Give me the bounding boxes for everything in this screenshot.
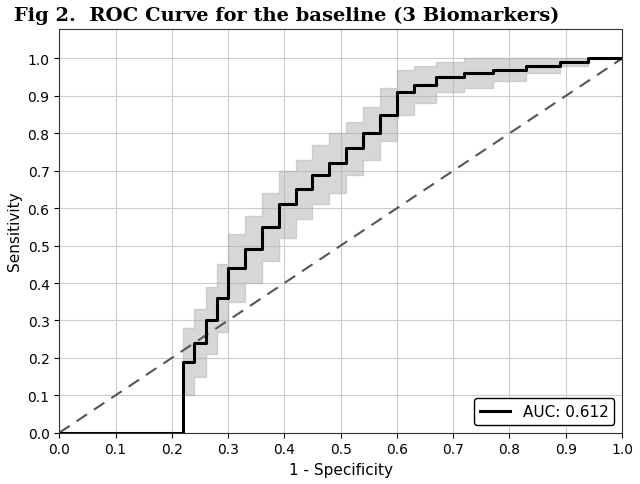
AUC: 0.612: (0.67, 0.95): 0.612: (0.67, 0.95)	[433, 75, 440, 81]
AUC: 0.612: (0.45, 0.69): 0.612: (0.45, 0.69)	[308, 172, 316, 178]
AUC: 0.612: (0.6, 0.85): 0.612: (0.6, 0.85)	[393, 112, 401, 118]
AUC: 0.612: (0.3, 0.44): 0.612: (0.3, 0.44)	[224, 266, 232, 272]
AUC: 0.612: (0.48, 0.69): 0.612: (0.48, 0.69)	[326, 172, 333, 178]
AUC: 0.612: (0.36, 0.49): 0.612: (0.36, 0.49)	[258, 247, 266, 253]
AUC: 0.612: (0.89, 0.99): 0.612: (0.89, 0.99)	[556, 60, 564, 66]
AUC: 0.612: (0.72, 0.95): 0.612: (0.72, 0.95)	[461, 75, 468, 81]
AUC: 0.612: (0.26, 0.3): 0.612: (0.26, 0.3)	[202, 318, 209, 324]
AUC: 0.612: (0.67, 0.93): 0.612: (0.67, 0.93)	[433, 83, 440, 89]
AUC: 0.612: (0.54, 0.76): 0.612: (0.54, 0.76)	[359, 146, 367, 152]
AUC: 0.612: (0.36, 0.55): 0.612: (0.36, 0.55)	[258, 225, 266, 230]
AUC: 0.612: (0.42, 0.61): 0.612: (0.42, 0.61)	[292, 202, 300, 208]
AUC: 0.612: (0.22, 0.19): 0.612: (0.22, 0.19)	[179, 359, 187, 365]
AUC: 0.612: (0.48, 0.72): 0.612: (0.48, 0.72)	[326, 161, 333, 167]
AUC: 0.612: (1, 1): 0.612: (1, 1)	[618, 57, 626, 62]
Line: AUC: 0.612: AUC: 0.612	[60, 60, 622, 433]
AUC: 0.612: (0.42, 0.65): 0.612: (0.42, 0.65)	[292, 187, 300, 193]
Text: Fig 2.  ROC Curve for the baseline (3 Biomarkers): Fig 2. ROC Curve for the baseline (3 Bio…	[14, 7, 559, 25]
AUC: 0.612: (0.33, 0.44): 0.612: (0.33, 0.44)	[241, 266, 249, 272]
AUC: 0.612: (0.63, 0.91): 0.612: (0.63, 0.91)	[410, 90, 418, 96]
AUC: 0.612: (0.6, 0.91): 0.612: (0.6, 0.91)	[393, 90, 401, 96]
AUC: 0.612: (0.94, 1): 0.612: (0.94, 1)	[584, 57, 592, 62]
AUC: 0.612: (0.63, 0.93): 0.612: (0.63, 0.93)	[410, 83, 418, 89]
AUC: 0.612: (0.24, 0.24): 0.612: (0.24, 0.24)	[191, 340, 198, 346]
AUC: 0.612: (0.97, 1): 0.612: (0.97, 1)	[602, 57, 609, 62]
AUC: 0.612: (0.26, 0.24): 0.612: (0.26, 0.24)	[202, 340, 209, 346]
AUC: 0.612: (0.83, 0.98): 0.612: (0.83, 0.98)	[522, 64, 530, 70]
AUC: 0.612: (0.57, 0.85): 0.612: (0.57, 0.85)	[376, 112, 384, 118]
AUC: 0.612: (0.45, 0.65): 0.612: (0.45, 0.65)	[308, 187, 316, 193]
AUC: 0.612: (0.22, 0): 0.612: (0.22, 0)	[179, 430, 187, 436]
AUC: 0.612: (0.94, 0.99): 0.612: (0.94, 0.99)	[584, 60, 592, 66]
AUC: 0.612: (0.28, 0.3): 0.612: (0.28, 0.3)	[213, 318, 221, 324]
AUC: 0.612: (0.33, 0.49): 0.612: (0.33, 0.49)	[241, 247, 249, 253]
AUC: 0.612: (0.83, 0.97): 0.612: (0.83, 0.97)	[522, 68, 530, 74]
AUC: 0.612: (0.97, 1): 0.612: (0.97, 1)	[602, 57, 609, 62]
Y-axis label: Sensitivity: Sensitivity	[7, 192, 22, 271]
AUC: 0.612: (0.39, 0.55): 0.612: (0.39, 0.55)	[275, 225, 283, 230]
AUC: 0.612: (0.54, 0.8): 0.612: (0.54, 0.8)	[359, 131, 367, 137]
AUC: 0.612: (0.77, 0.97): 0.612: (0.77, 0.97)	[489, 68, 497, 74]
AUC: 0.612: (0.51, 0.76): 0.612: (0.51, 0.76)	[342, 146, 350, 152]
X-axis label: 1 - Specificity: 1 - Specificity	[289, 462, 392, 477]
AUC: 0.612: (0.57, 0.8): 0.612: (0.57, 0.8)	[376, 131, 384, 137]
AUC: 0.612: (0.89, 0.98): 0.612: (0.89, 0.98)	[556, 64, 564, 70]
Legend: AUC: 0.612: AUC: 0.612	[474, 398, 614, 425]
AUC: 0.612: (0.28, 0.36): 0.612: (0.28, 0.36)	[213, 296, 221, 302]
AUC: 0.612: (0.77, 0.96): 0.612: (0.77, 0.96)	[489, 71, 497, 77]
AUC: 0.612: (0.39, 0.61): 0.612: (0.39, 0.61)	[275, 202, 283, 208]
AUC: 0.612: (0.24, 0.19): 0.612: (0.24, 0.19)	[191, 359, 198, 365]
AUC: 0.612: (0.72, 0.96): 0.612: (0.72, 0.96)	[461, 71, 468, 77]
AUC: 0.612: (0, 0): 0.612: (0, 0)	[56, 430, 63, 436]
AUC: 0.612: (0.51, 0.72): 0.612: (0.51, 0.72)	[342, 161, 350, 167]
AUC: 0.612: (0.3, 0.36): 0.612: (0.3, 0.36)	[224, 296, 232, 302]
